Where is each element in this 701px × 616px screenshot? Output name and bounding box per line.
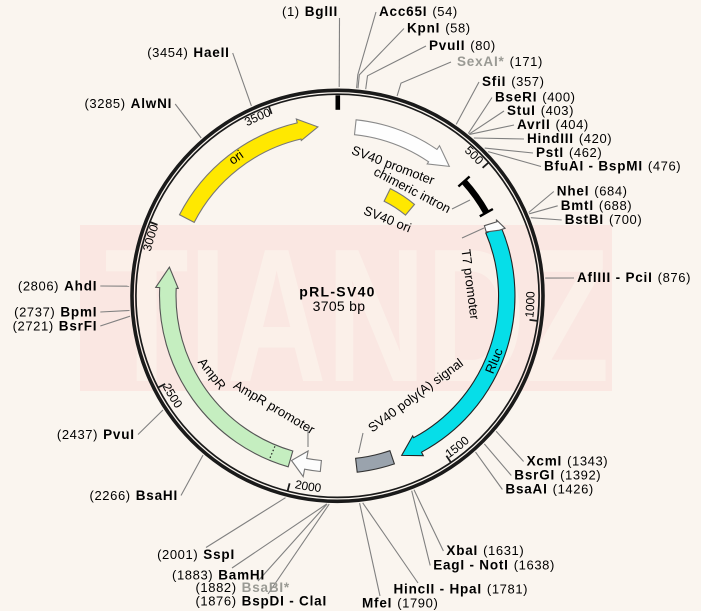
svg-text:AflIII - PciI(876): AflIII - PciI (876) [577,270,691,285]
svg-text:XbaI(1631): XbaI (1631) [446,543,524,558]
svg-text:(2806)AhdI: (2806) AhdI [18,279,97,294]
svg-text:ori: ori [226,147,247,168]
svg-text:PstI(462): PstI (462) [536,145,602,160]
svg-text:BsaAI(1426): BsaAI (1426) [505,482,593,497]
svg-text:KpnI(58): KpnI (58) [407,21,471,36]
svg-text:NheI(684): NheI (684) [557,184,628,199]
svg-text:EagI - NotI(1638): EagI - NotI (1638) [433,558,555,573]
svg-text:(1883)BamHI: (1883) BamHI [172,568,265,583]
svg-text:BfuAI - BspMI(476): BfuAI - BspMI (476) [544,159,681,174]
svg-text:(2437)PvuI: (2437) PvuI [57,427,135,442]
svg-text:StuI(403): StuI (403) [507,103,574,118]
svg-text:BmtI(688): BmtI (688) [561,198,633,213]
svg-text:(3285)AlwNI: (3285) AlwNI [84,96,172,111]
svg-text:(2721)BsrFI: (2721) BsrFI [13,319,98,334]
svg-text:(1876)BspDI - ClaI: (1876) BspDI - ClaI [195,594,327,609]
svg-text:(1882)BsaBI*: (1882) BsaBI* [195,580,290,595]
svg-text:MfeI(1790): MfeI (1790) [362,596,438,611]
svg-text:Acc65I(54): Acc65I (54) [379,4,458,19]
svg-text:BsrGI(1392): BsrGI (1392) [514,468,601,483]
svg-text:PvuII(80): PvuII (80) [429,38,496,53]
svg-text:pRL-SV40: pRL-SV40 [299,284,376,300]
svg-text:SfiI(357): SfiI (357) [482,74,545,89]
svg-text:(1)BglII: (1) BglII [282,4,338,19]
svg-text:BstBI(700): BstBI (700) [565,212,643,227]
svg-text:SexAI*(171): SexAI* (171) [457,54,543,69]
svg-text:(2737)BpmI: (2737) BpmI [14,305,97,320]
svg-text:(2266)BsaHI: (2266) BsaHI [90,488,178,503]
svg-text:2000: 2000 [294,477,322,495]
svg-text:HindIII(420): HindIII (420) [527,131,612,146]
svg-text:HincII - HpaI(1781): HincII - HpaI (1781) [394,582,529,597]
svg-text:3705 bp: 3705 bp [313,298,366,314]
svg-text:AvrII(404): AvrII (404) [517,117,589,132]
svg-text:(2001)SspI: (2001) SspI [157,547,235,562]
svg-text:1000: 1000 [522,291,537,318]
svg-text:(3454)HaeII: (3454) HaeII [147,45,229,60]
svg-text:BseRI(400): BseRI (400) [495,90,576,105]
svg-text:XcmI(1343): XcmI (1343) [527,454,609,469]
